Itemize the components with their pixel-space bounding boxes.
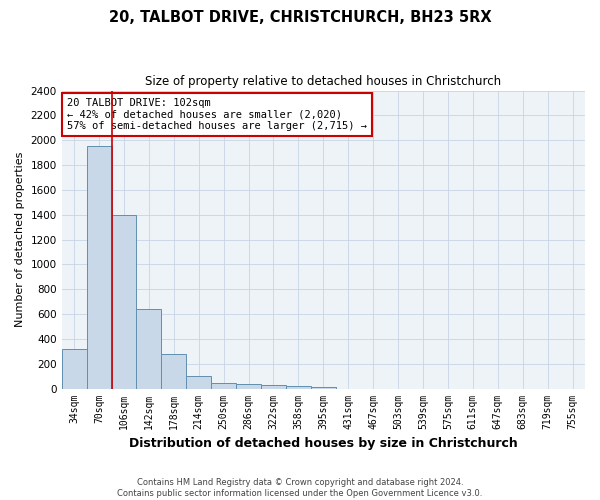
Bar xyxy=(311,387,336,388)
Bar xyxy=(286,386,311,388)
Bar xyxy=(136,309,161,388)
Bar xyxy=(62,349,86,389)
X-axis label: Distribution of detached houses by size in Christchurch: Distribution of detached houses by size … xyxy=(129,437,518,450)
Text: 20 TALBOT DRIVE: 102sqm
← 42% of detached houses are smaller (2,020)
57% of semi: 20 TALBOT DRIVE: 102sqm ← 42% of detache… xyxy=(67,98,367,131)
Bar xyxy=(236,384,261,388)
Title: Size of property relative to detached houses in Christchurch: Size of property relative to detached ho… xyxy=(145,75,502,88)
Bar xyxy=(161,354,186,388)
Text: 20, TALBOT DRIVE, CHRISTCHURCH, BH23 5RX: 20, TALBOT DRIVE, CHRISTCHURCH, BH23 5RX xyxy=(109,10,491,25)
Bar xyxy=(261,386,286,388)
Bar xyxy=(186,376,211,388)
Bar xyxy=(211,383,236,388)
Bar xyxy=(86,146,112,388)
Y-axis label: Number of detached properties: Number of detached properties xyxy=(15,152,25,327)
Bar xyxy=(112,214,136,388)
Text: Contains HM Land Registry data © Crown copyright and database right 2024.
Contai: Contains HM Land Registry data © Crown c… xyxy=(118,478,482,498)
